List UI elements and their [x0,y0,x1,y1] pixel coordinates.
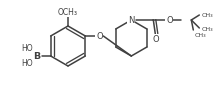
Text: O: O [152,34,159,44]
Text: HO: HO [21,44,33,53]
Text: B: B [33,52,40,60]
Text: N: N [128,15,134,24]
Text: O: O [96,31,103,40]
Text: CH₃: CH₃ [201,26,213,31]
Text: OCH₃: OCH₃ [58,8,78,16]
Text: CH₃: CH₃ [194,33,206,38]
Text: HO: HO [21,59,33,69]
Text: O: O [166,15,173,24]
Text: CH₃: CH₃ [201,13,213,18]
